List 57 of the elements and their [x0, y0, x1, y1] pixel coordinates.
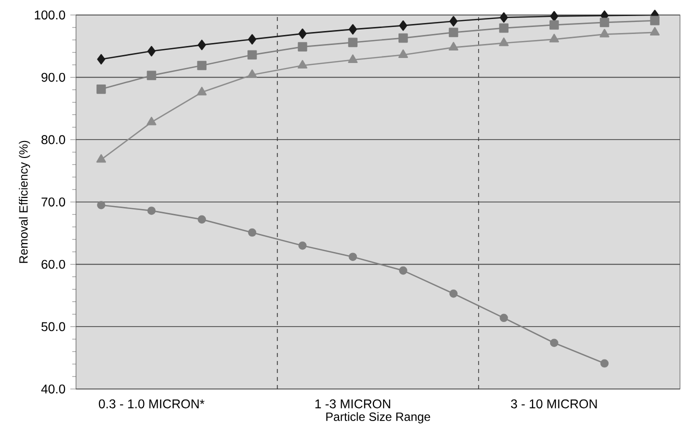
y-tick-label: 70.0 — [42, 198, 66, 206]
x-tick-label: 1 -3 MICRON — [315, 399, 390, 408]
point — [197, 60, 207, 70]
point — [298, 42, 308, 52]
x-axis-title: Particle Size Range — [326, 412, 430, 424]
point — [399, 266, 408, 275]
point — [348, 54, 358, 63]
point — [600, 18, 610, 28]
point — [499, 23, 508, 33]
y-tick-label: 90.0 — [42, 72, 66, 82]
point — [449, 289, 458, 298]
point — [96, 84, 106, 94]
point — [448, 28, 458, 38]
point — [147, 46, 156, 56]
point — [197, 86, 207, 96]
point — [398, 33, 408, 43]
point — [198, 215, 206, 224]
point — [550, 11, 558, 22]
point — [146, 70, 156, 80]
x-tick-label: 3 - 10 MICRON — [511, 399, 597, 408]
point — [398, 49, 408, 58]
point — [600, 28, 610, 38]
y-tick-label: 40.0 — [41, 384, 66, 394]
y-tick-label: 100.0 — [34, 10, 66, 20]
point — [500, 314, 508, 322]
point — [348, 24, 357, 35]
point — [248, 50, 257, 60]
point — [97, 200, 106, 210]
y-axis-title: Removal Efficiency (%) — [18, 140, 30, 263]
point — [96, 154, 106, 163]
y-tick-label: 60.0 — [42, 260, 66, 269]
point — [348, 252, 357, 261]
point — [499, 38, 509, 46]
point — [550, 338, 558, 347]
point — [247, 69, 257, 78]
point — [146, 116, 156, 126]
point — [449, 16, 458, 26]
point — [549, 34, 559, 42]
point — [650, 16, 660, 26]
point — [348, 38, 358, 48]
point — [97, 54, 106, 64]
point — [650, 26, 660, 36]
point — [600, 359, 609, 368]
x-tick-label: 0.3 - 1.0 MICRON* — [98, 399, 204, 408]
point — [448, 42, 458, 50]
point — [500, 12, 508, 23]
point — [248, 34, 256, 45]
y-tick-label: 80.0 — [42, 135, 66, 144]
point — [147, 206, 156, 215]
y-tick-label: 50.0 — [41, 322, 66, 332]
point — [549, 20, 559, 30]
point — [399, 20, 408, 31]
point — [298, 28, 307, 39]
point — [248, 228, 256, 237]
point — [298, 241, 307, 250]
point — [298, 60, 308, 69]
point — [198, 40, 206, 50]
